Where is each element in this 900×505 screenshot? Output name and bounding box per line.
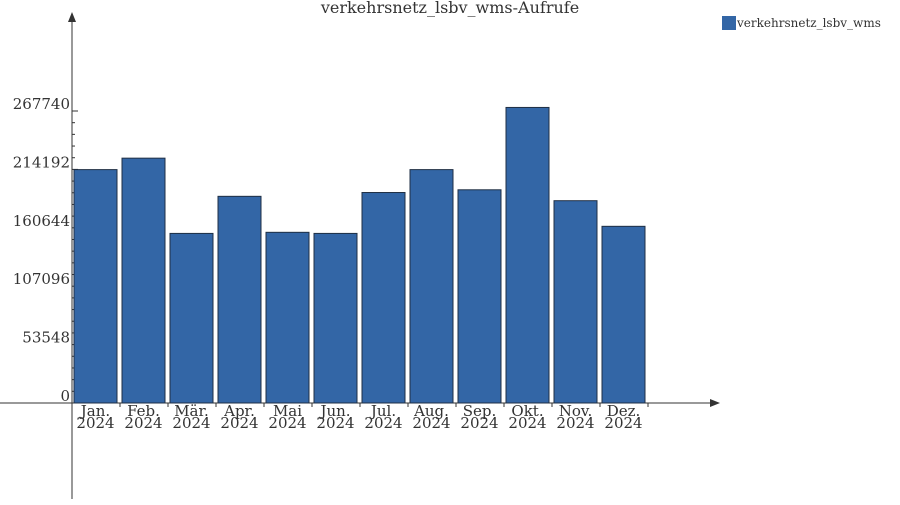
x-tick-label: Mär. 2024	[172, 402, 210, 432]
bar	[457, 189, 502, 404]
x-tick-label-month: Aug.	[413, 402, 449, 420]
y-tick-label: 53548	[22, 329, 70, 347]
legend-swatch	[722, 16, 736, 30]
x-tick-label: Mai 2024	[268, 402, 306, 432]
x-tick-label-year: 2024	[220, 414, 258, 432]
bar	[553, 200, 598, 404]
x-tick-label-year: 2024	[316, 414, 354, 432]
bar	[265, 231, 310, 404]
bar	[169, 232, 214, 404]
x-tick-label-month: Nov.	[559, 402, 593, 420]
x-tick-label-month: Mär.	[174, 402, 209, 420]
x-tick-label: Nov. 2024	[556, 402, 594, 432]
x-tick-label: Jul. 2024	[364, 402, 402, 432]
x-tick-label: Jun. 2024	[316, 402, 354, 432]
x-tick-label-month: Okt.	[511, 402, 543, 420]
x-tick-label-year: 2024	[460, 414, 498, 432]
x-tick-label-month: Apr.	[223, 402, 255, 420]
chart-title: verkehrsnetz_lsbv_wms-Aufrufe	[320, 0, 579, 17]
y-tick-label: 267740	[13, 95, 70, 113]
x-tick-label-year: 2024	[268, 414, 306, 432]
legend-label: verkehrsnetz_lsbv_wms	[736, 16, 881, 30]
x-tick-label-month: Jan.	[79, 402, 110, 420]
x-tick-label-month: Feb.	[127, 402, 160, 420]
x-tick-label-year: 2024	[604, 414, 642, 432]
x-tick-label: Aug. 2024	[412, 402, 450, 432]
x-tick-label: Okt. 2024	[508, 402, 546, 432]
x-tick-label-month: Jun.	[318, 402, 350, 420]
x-tick-label-year: 2024	[364, 414, 402, 432]
legend: verkehrsnetz_lsbv_wms	[722, 16, 881, 30]
bar	[505, 106, 550, 404]
x-tick-label-month: Dez.	[607, 402, 641, 420]
bar	[409, 169, 454, 404]
y-axis-arrow	[68, 12, 76, 22]
x-axis-arrow	[710, 399, 720, 407]
bar	[313, 232, 358, 404]
x-tick-label-year: 2024	[508, 414, 546, 432]
x-tick-label-month: Sep.	[463, 402, 497, 420]
x-tick-label-year: 2024	[172, 414, 210, 432]
x-tick-label-month: Mai	[273, 402, 302, 420]
x-tick-label: Jan. 2024	[76, 402, 114, 432]
bar	[217, 195, 262, 404]
x-tick-label: Feb. 2024	[124, 402, 162, 432]
x-tick-label: Dez. 2024	[604, 402, 642, 432]
x-tick-label-year: 2024	[556, 414, 594, 432]
y-tick-label: 160644	[13, 212, 70, 230]
bar	[73, 169, 118, 404]
bar	[361, 192, 406, 404]
bars	[73, 106, 646, 404]
y-tick-label: 0	[60, 387, 70, 405]
x-tick-label-year: 2024	[76, 414, 114, 432]
y-tick-label: 214192	[13, 153, 70, 171]
x-tick-label: Sep. 2024	[460, 402, 498, 432]
y-axis: 0 53548 107096 160644 214192 267740	[13, 12, 78, 499]
x-tick-label: Apr. 2024	[220, 402, 258, 432]
x-tick-label-year: 2024	[124, 414, 162, 432]
bar	[601, 225, 646, 404]
x-tick-label-month: Jul.	[369, 402, 396, 420]
y-tick-label: 107096	[13, 270, 70, 288]
bar	[121, 157, 166, 404]
x-tick-label-year: 2024	[412, 414, 450, 432]
